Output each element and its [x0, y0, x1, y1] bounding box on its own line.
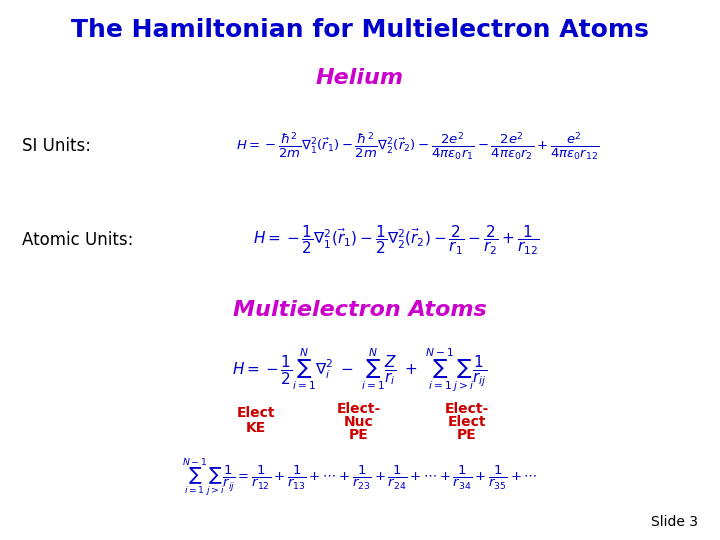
- Text: PE: PE: [348, 428, 369, 442]
- Text: Elect-: Elect-: [336, 402, 381, 416]
- Text: Elect: Elect: [236, 406, 275, 420]
- Text: SI Units:: SI Units:: [22, 137, 91, 155]
- Text: Nuc: Nuc: [343, 415, 374, 429]
- Text: $H = -\dfrac{\hbar^2}{2m}\nabla_1^2(\vec{r}_1)-\dfrac{\hbar^2}{2m}\nabla_2^2(\ve: $H = -\dfrac{\hbar^2}{2m}\nabla_1^2(\vec…: [236, 130, 599, 161]
- Text: Multielectron Atoms: Multielectron Atoms: [233, 300, 487, 321]
- Text: PE: PE: [456, 428, 477, 442]
- Text: Atomic Units:: Atomic Units:: [22, 231, 133, 249]
- Text: KE: KE: [246, 421, 266, 435]
- Text: $H = -\dfrac{1}{2}\sum_{i=1}^{N}\nabla_i^2\ -\ \sum_{i=1}^{N}\dfrac{Z}{r_i}\ +\ : $H = -\dfrac{1}{2}\sum_{i=1}^{N}\nabla_i…: [233, 346, 487, 394]
- Text: Helium: Helium: [316, 68, 404, 89]
- Text: $H = -\dfrac{1}{2}\nabla_1^2(\vec{r}_1)-\dfrac{1}{2}\nabla_2^2(\vec{r}_2)-\dfrac: $H = -\dfrac{1}{2}\nabla_1^2(\vec{r}_1)-…: [253, 224, 539, 257]
- Text: Elect-: Elect-: [444, 402, 489, 416]
- Text: Slide 3: Slide 3: [652, 515, 698, 529]
- Text: Elect: Elect: [447, 415, 486, 429]
- Text: $\sum_{i=1}^{N-1}\sum_{j>i}\dfrac{1}{r_{ij}}=\dfrac{1}{r_{12}}+\dfrac{1}{r_{13}}: $\sum_{i=1}^{N-1}\sum_{j>i}\dfrac{1}{r_{…: [182, 457, 538, 499]
- Text: The Hamiltonian for Multielectron Atoms: The Hamiltonian for Multielectron Atoms: [71, 18, 649, 42]
